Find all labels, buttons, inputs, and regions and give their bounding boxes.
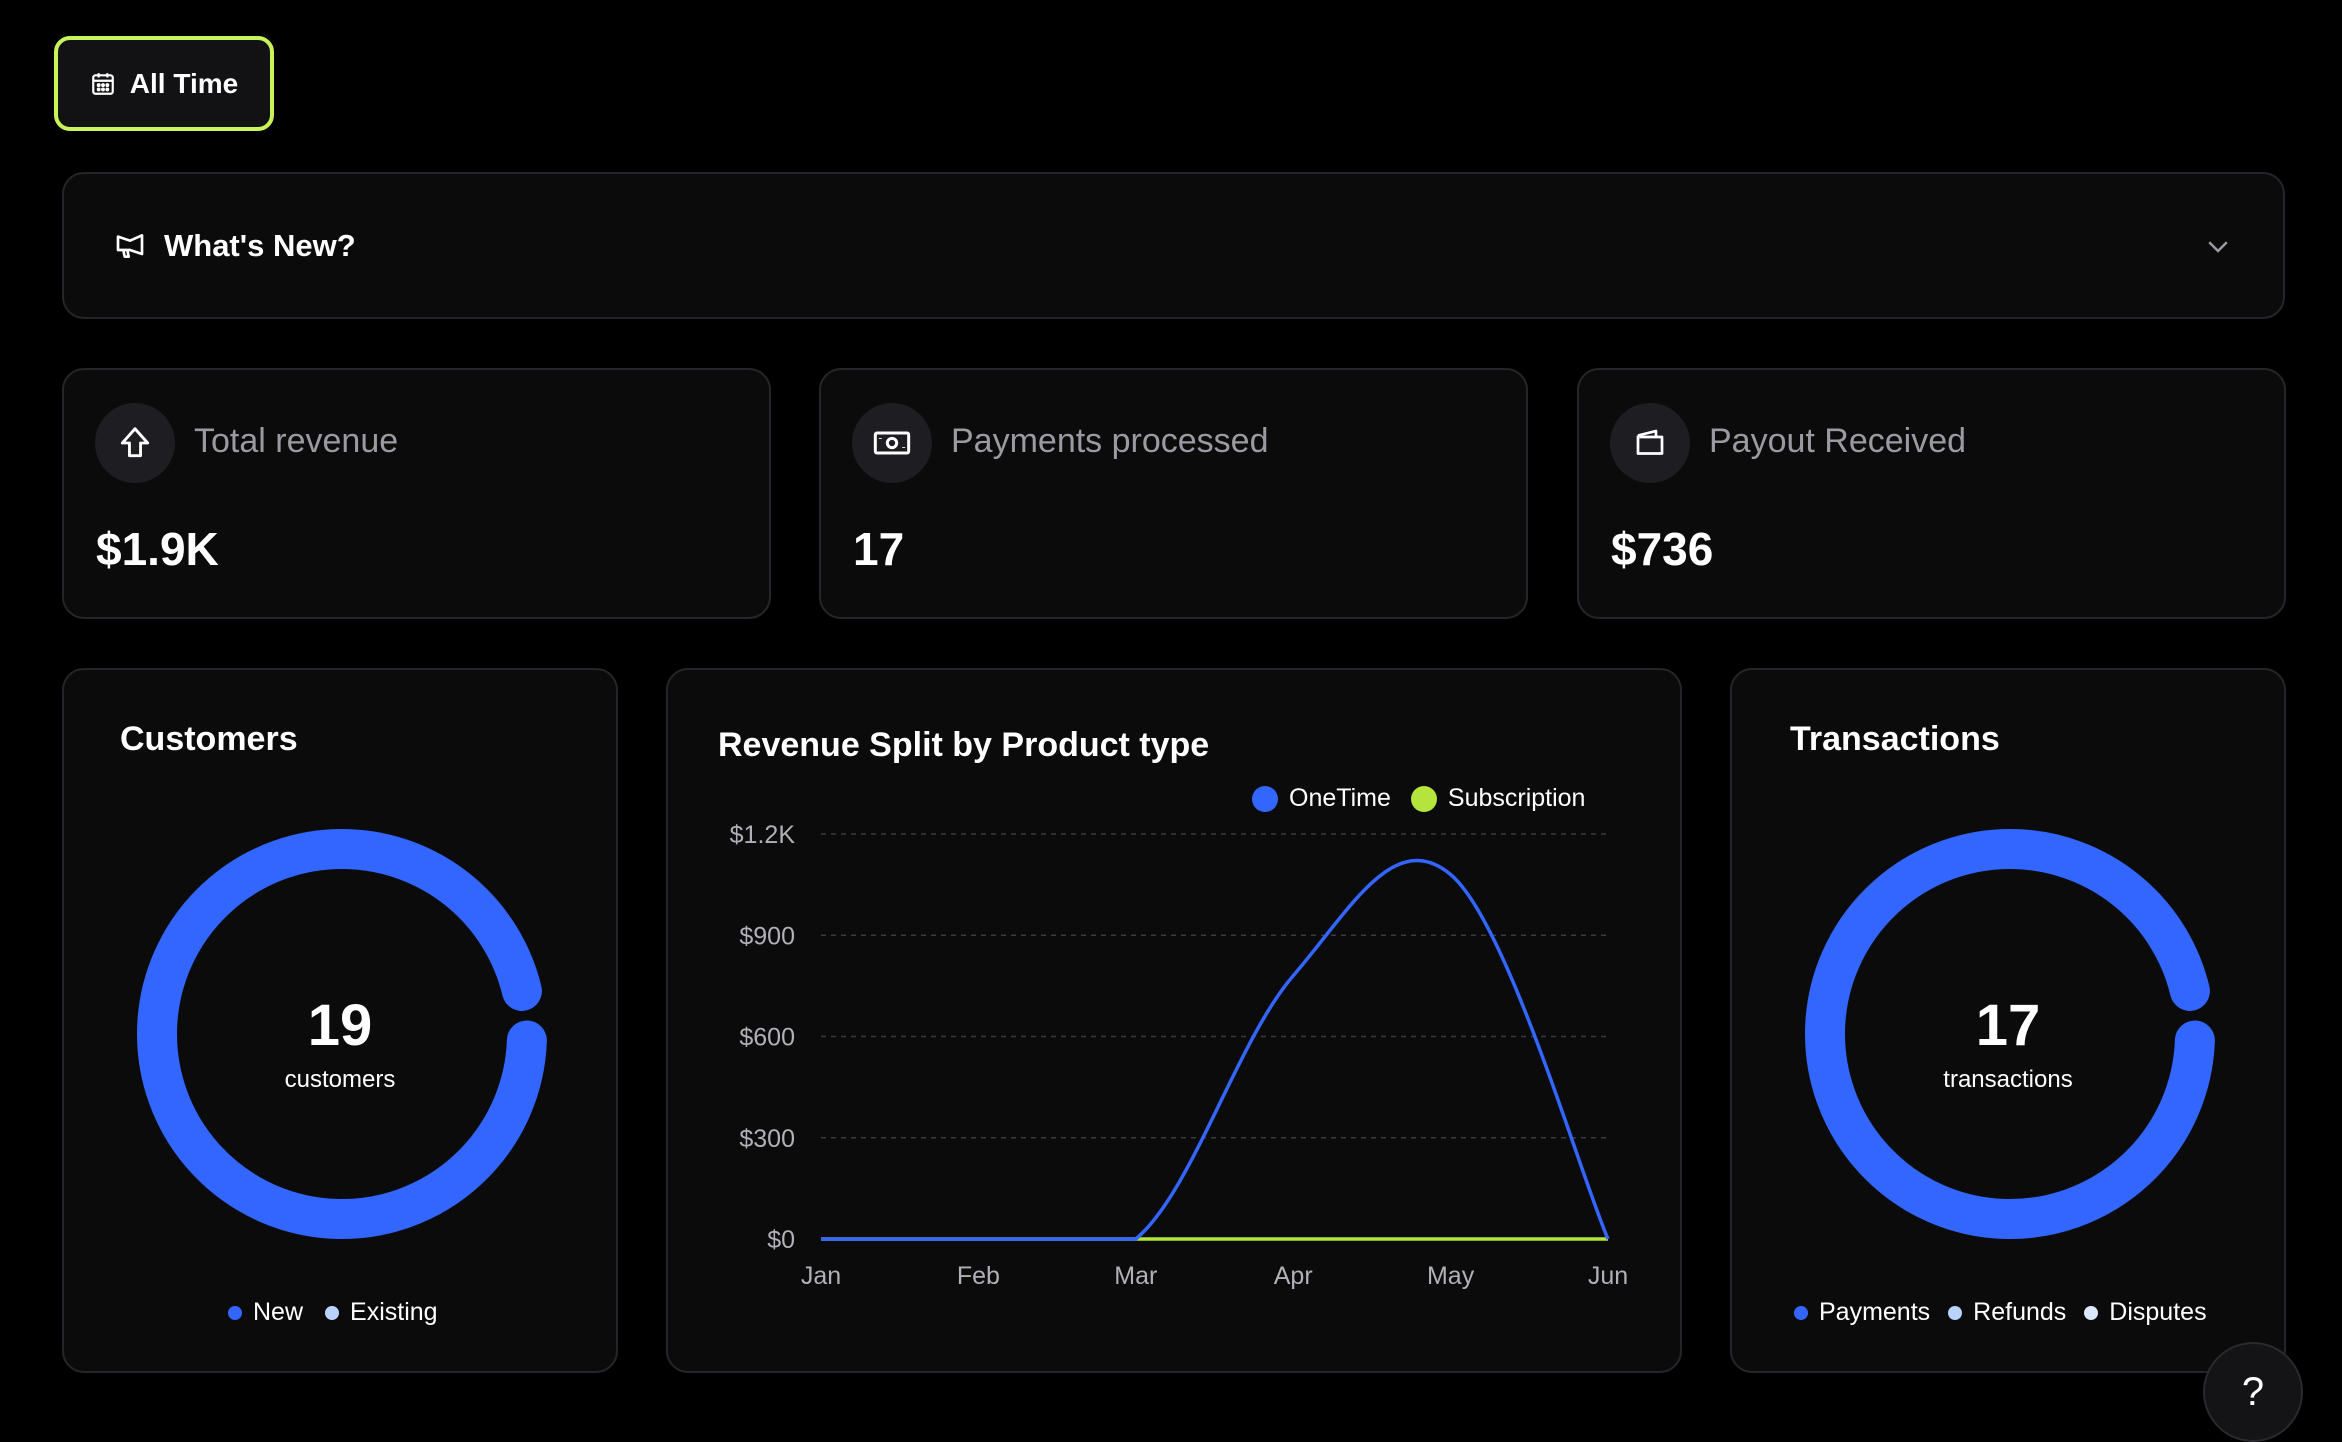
chevron-down-icon[interactable] — [2203, 231, 2233, 261]
transactions-count: 17 — [1975, 993, 2041, 1058]
whats-new-title: What's New? — [164, 227, 356, 263]
stat-card-payout-received: Payout Received $736 — [1577, 368, 2286, 619]
stat-label: Total revenue — [194, 422, 399, 460]
x-tick-label: May — [1427, 1262, 1475, 1290]
stat-value: $736 — [1611, 523, 1714, 575]
stat-card-payments-processed: Payments processed 17 — [819, 368, 1528, 619]
transactions-legend: Payments Refunds Disputes — [1794, 1298, 2207, 1327]
customers-legend: New Existing — [228, 1298, 438, 1327]
x-tick-label: Jun — [1588, 1262, 1628, 1290]
transactions-unit: transactions — [1943, 1066, 2073, 1093]
x-tick-label: Mar — [1114, 1262, 1157, 1290]
legend-item-new[interactable]: New — [228, 1298, 303, 1327]
transactions-title: Transactions — [1790, 720, 2000, 758]
help-label: ? — [2241, 1370, 2265, 1414]
transactions-donut — [1805, 829, 2215, 1239]
legend-item-disputes[interactable]: Disputes — [2084, 1298, 2207, 1327]
stat-label: Payout Received — [1709, 422, 1967, 460]
x-tick-label: Apr — [1274, 1262, 1313, 1290]
revenue-line-chart: $0 $300 $600 $900 $1.2K Jan Feb Mar Apr May Jun — [730, 821, 1629, 1290]
y-tick-label: $600 — [739, 1024, 795, 1052]
help-button[interactable]: ? — [2203, 1342, 2303, 1442]
whats-new-panel[interactable]: What's New? — [62, 172, 2285, 319]
date-range-label: All Time — [129, 67, 239, 99]
transactions-card: Transactions 17 transactions Payments Re… — [1730, 668, 2286, 1373]
y-tick-label: $1.2K — [730, 821, 796, 849]
legend-item-refunds[interactable]: Refunds — [1948, 1298, 2066, 1327]
chart-legend: OneTime Subscription — [1252, 784, 1585, 813]
x-tick-label: Jan — [801, 1262, 841, 1290]
legend-item-payments[interactable]: Payments — [1794, 1298, 1930, 1327]
y-tick-label: $0 — [767, 1226, 795, 1254]
legend-item-subscription[interactable]: Subscription — [1410, 784, 1585, 813]
calendar-icon — [91, 72, 114, 95]
customers-donut — [137, 829, 547, 1239]
series-line-onetime — [821, 858, 1610, 1241]
customers-count: 19 — [307, 993, 373, 1058]
legend-item-onetime[interactable]: OneTime — [1252, 784, 1391, 813]
customers-title: Customers — [120, 720, 298, 758]
stat-value: $1.9K — [96, 523, 219, 575]
stat-value: 17 — [853, 523, 905, 575]
arrow-up-icon — [95, 403, 175, 483]
date-range-button[interactable]: All Time — [54, 36, 274, 131]
x-tick-label: Feb — [957, 1262, 1000, 1290]
y-tick-label: $300 — [739, 1125, 795, 1153]
y-tick-label: $900 — [739, 922, 795, 950]
wallet-icon — [1610, 403, 1690, 483]
cash-icon — [852, 403, 932, 483]
customers-card: Customers 19 customers New Existing — [62, 668, 618, 1373]
stat-card-total-revenue: Total revenue $1.9K — [62, 368, 771, 619]
revenue-chart-card: Revenue Split by Product type OneTime Su… — [666, 668, 1682, 1373]
customers-unit: customers — [284, 1066, 396, 1093]
legend-item-existing[interactable]: Existing — [325, 1298, 438, 1327]
megaphone-icon — [116, 233, 144, 258]
chart-title: Revenue Split by Product type — [718, 726, 1210, 764]
stat-label: Payments processed — [951, 422, 1269, 460]
